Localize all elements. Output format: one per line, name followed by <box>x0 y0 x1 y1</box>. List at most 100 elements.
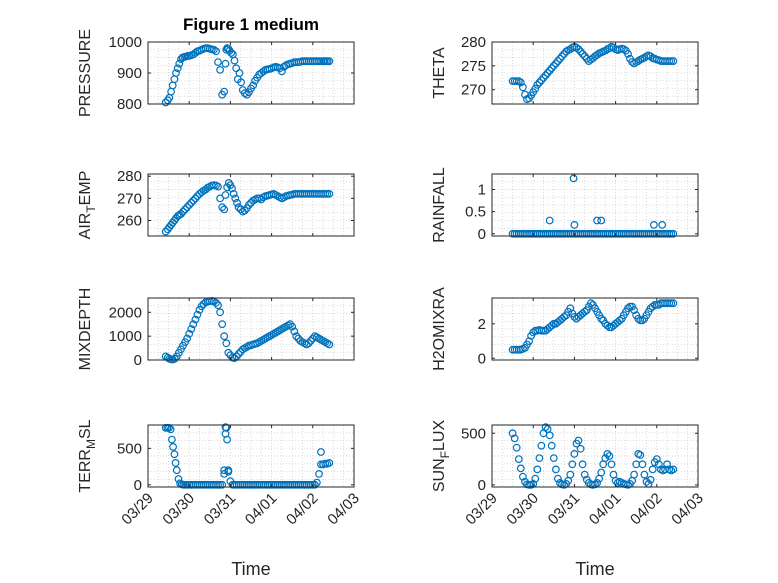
data-point <box>325 189 334 198</box>
data-point <box>234 203 243 212</box>
data-point <box>234 350 243 358</box>
data-point <box>214 301 222 310</box>
y-tick-label: 280 <box>117 168 142 185</box>
axes-box <box>491 297 699 361</box>
data-point <box>655 460 663 469</box>
subplot-h2omixra: 0 2 H2OMIXRA <box>431 287 699 371</box>
data-point <box>189 196 198 205</box>
data-point <box>562 47 571 56</box>
data-point <box>574 45 583 54</box>
data-point <box>244 201 253 209</box>
data-point <box>174 475 183 483</box>
data-point <box>569 174 578 183</box>
data-point <box>170 450 179 459</box>
series-markers <box>161 297 334 364</box>
data-point <box>220 87 229 96</box>
data-point <box>658 220 667 229</box>
data-point <box>533 465 542 474</box>
data-point <box>197 302 206 311</box>
data-point <box>580 307 589 316</box>
data-point <box>519 472 527 481</box>
data-point <box>545 431 554 440</box>
data-point <box>552 465 560 474</box>
data-point <box>541 71 550 80</box>
data-point <box>514 455 523 464</box>
data-point <box>231 194 240 203</box>
data-point <box>545 216 554 225</box>
data-point <box>516 78 525 87</box>
y-tick-label: 500 <box>461 425 486 442</box>
data-point <box>537 76 546 85</box>
y-axis-label: H2OMIXRA <box>431 287 448 371</box>
data-point <box>199 300 208 308</box>
series-markers <box>161 178 334 236</box>
data-point <box>568 460 577 469</box>
data-point <box>648 465 657 474</box>
data-point <box>514 77 523 85</box>
data-point <box>235 69 244 77</box>
y-label-subscript: T <box>84 205 98 213</box>
data-point <box>531 474 540 483</box>
data-point <box>191 194 200 203</box>
data-point <box>240 89 249 98</box>
data-point <box>646 52 655 61</box>
data-point <box>214 182 222 191</box>
data-point <box>508 429 517 438</box>
y-tick-label: 280 <box>461 34 486 51</box>
data-point <box>172 466 181 475</box>
data-point <box>597 314 606 323</box>
axes-box <box>147 173 355 237</box>
data-point <box>512 443 521 452</box>
data-point <box>549 454 558 463</box>
data-point <box>615 316 624 325</box>
y-tick-label: 0 <box>478 350 486 367</box>
data-point <box>220 466 229 475</box>
data-point <box>304 339 313 348</box>
data-point <box>308 480 317 489</box>
y-tick-label: 2000 <box>109 304 142 321</box>
data-point <box>539 326 548 335</box>
data-point <box>578 460 587 469</box>
data-point <box>605 323 614 332</box>
data-point <box>224 348 233 357</box>
y-tick-label: 1000 <box>109 34 142 51</box>
data-point <box>640 470 649 479</box>
data-point <box>311 480 319 489</box>
y-tick-label: 900 <box>117 65 142 82</box>
data-point <box>216 194 225 203</box>
data-point <box>554 474 562 483</box>
data-point <box>667 57 676 65</box>
data-point <box>556 54 564 63</box>
data-point <box>601 454 610 463</box>
y-label-tail: SL <box>77 419 94 439</box>
data-point <box>580 52 589 61</box>
data-point <box>619 45 628 54</box>
y-label-main: MIXDEPTH <box>77 288 94 371</box>
y-tick-label: 260 <box>117 213 142 230</box>
x-tick-label: 04/03 <box>668 490 707 529</box>
data-point <box>549 319 558 328</box>
data-point <box>325 340 334 349</box>
y-label-main: AIR <box>77 213 94 240</box>
data-point <box>173 64 182 73</box>
y-label-main: SUN <box>431 458 448 492</box>
subplot-mixdepth: 0 1000 2000 MIXDEPTH <box>77 288 355 371</box>
y-label-subscript: M <box>84 439 98 449</box>
series-markers <box>508 423 678 489</box>
data-point <box>603 450 612 458</box>
data-point <box>669 57 678 65</box>
subplot-rainfall: 0 0.5 1 RAINFALL <box>431 167 699 243</box>
y-axis-label: MIXDEPTH <box>77 288 94 371</box>
data-point <box>220 205 229 214</box>
y-tick-label: 2 <box>478 316 486 333</box>
x-axis-label-right: Time <box>575 559 614 579</box>
data-point <box>187 198 196 207</box>
data-point <box>221 429 230 438</box>
data-point <box>537 441 546 450</box>
data-point <box>315 470 323 478</box>
x-tick-label: 04/02 <box>283 490 322 529</box>
data-point <box>221 59 230 68</box>
data-point <box>191 315 200 324</box>
y-axis-label: TERRMSL <box>77 419 98 492</box>
